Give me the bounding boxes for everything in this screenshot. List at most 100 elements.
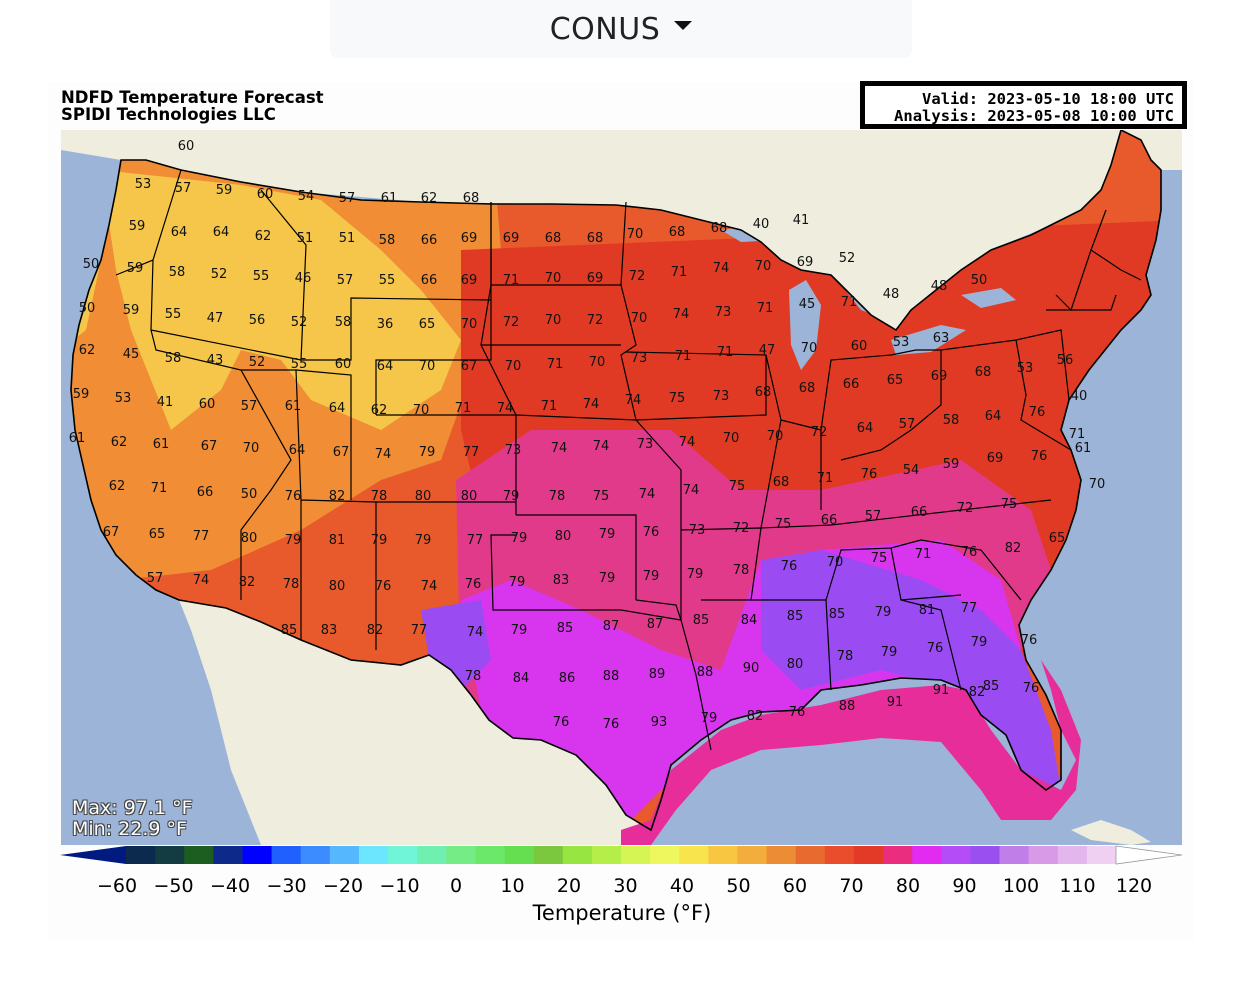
station-temp-label: 67 xyxy=(333,445,350,460)
station-temp-label: 70 xyxy=(827,555,844,570)
station-temp-label: 70 xyxy=(589,355,606,370)
station-temp-label: 78 xyxy=(837,649,854,664)
station-temp-label: 79 xyxy=(599,527,616,542)
region-dropdown[interactable]: CONUS xyxy=(330,0,912,58)
station-temp-label: 64 xyxy=(171,225,188,240)
station-temp-label: 82 xyxy=(329,489,346,504)
station-temp-label: 59 xyxy=(127,261,144,276)
station-temp-label: 71 xyxy=(455,401,472,416)
station-temp-label: 88 xyxy=(839,699,856,714)
station-temp-label: 71 xyxy=(915,547,932,562)
colorbar-swatch xyxy=(621,846,651,864)
colorbar-swatch xyxy=(242,846,273,864)
station-temp-label: 76 xyxy=(861,467,878,482)
station-temp-label: 50 xyxy=(241,487,258,502)
region-dropdown-label: CONUS xyxy=(549,11,661,47)
station-temp-label: 78 xyxy=(733,563,750,578)
station-temp-label: 50 xyxy=(79,301,96,316)
station-temp-label: 79 xyxy=(875,605,892,620)
station-temp-label: 67 xyxy=(103,525,120,540)
max-min-readout: Max: 97.1 °F Min: 22.9 °F xyxy=(72,798,193,840)
station-temp-label: 58 xyxy=(943,413,960,428)
station-temp-label: 74 xyxy=(625,393,642,408)
station-temp-label: 87 xyxy=(603,619,620,634)
station-temp-label: 80 xyxy=(787,657,804,672)
colorbar-swatch xyxy=(504,846,535,864)
station-temp-label: 67 xyxy=(201,439,218,454)
station-temp-label: 85 xyxy=(281,623,298,638)
station-temp-label: 70 xyxy=(545,313,562,328)
temperature-map[interactable]: 60 53 57 59 60 54 57 61 62 68 59 64 64 62 51 51 58 66 69 69… xyxy=(61,130,1182,845)
station-temp-label: 51 xyxy=(297,231,314,246)
station-temp-label: 77 xyxy=(411,623,428,638)
station-temp-label: 84 xyxy=(741,613,758,628)
station-temp-label: 93 xyxy=(651,715,668,730)
station-temp-label: 61 xyxy=(153,437,170,452)
station-temp-label: 71 xyxy=(671,265,688,280)
station-temp-label: 74 xyxy=(713,261,730,276)
station-temp-label: 77 xyxy=(961,601,978,616)
station-temp-label: 91 xyxy=(887,695,904,710)
station-temp-label: 71 xyxy=(675,349,692,364)
station-temp-label: 65 xyxy=(887,373,904,388)
station-temp-label: 59 xyxy=(216,183,233,198)
map-title-line1: NDFD Temperature Forecast xyxy=(61,88,324,107)
station-temp-label: 74 xyxy=(639,487,656,502)
colorbar-tick-label: 10 xyxy=(500,875,524,897)
colorbar-tick-label: 80 xyxy=(896,875,920,897)
colorbar-swatch xyxy=(766,846,797,864)
station-temp-label: 85 xyxy=(829,607,846,622)
station-temp-label: 87 xyxy=(647,617,664,632)
station-temp-label: 80 xyxy=(415,489,432,504)
station-temp-label: 61 xyxy=(1075,441,1092,456)
station-temp-label: 88 xyxy=(603,669,620,684)
station-temp-label: 73 xyxy=(715,305,732,320)
colorbar-swatch xyxy=(475,846,506,864)
station-temp-label: 70 xyxy=(243,441,260,456)
colorbar-tick-label: 120 xyxy=(1116,875,1152,897)
station-temp-label: 73 xyxy=(631,351,648,366)
colorbar-tick-label: −30 xyxy=(266,875,306,897)
station-temp-label: 79 xyxy=(509,575,526,590)
station-temp-label: 61 xyxy=(285,399,302,414)
station-temp-label: 71 xyxy=(757,301,774,316)
station-temp-label: 59 xyxy=(943,457,960,472)
station-temp-label: 55 xyxy=(291,357,308,372)
station-temp-label: 60 xyxy=(178,139,195,154)
station-temp-label: 76 xyxy=(465,577,482,592)
station-temp-label: 64 xyxy=(985,409,1002,424)
station-temp-label: 76 xyxy=(961,545,978,560)
station-temp-label: 80 xyxy=(241,531,258,546)
station-temp-label: 76 xyxy=(1023,681,1040,696)
canada-landmass xyxy=(61,130,1182,330)
station-temp-label: 57 xyxy=(865,509,882,524)
colorbar-tick-label: 0 xyxy=(450,875,462,897)
station-temp-label: 79 xyxy=(687,567,704,582)
station-temp-label: 52 xyxy=(249,355,266,370)
station-temp-label: 74 xyxy=(497,401,514,416)
station-temp-label: 60 xyxy=(199,397,216,412)
station-temp-label: 79 xyxy=(371,533,388,548)
colorbar-swatch xyxy=(388,846,418,864)
station-temp-label: 70 xyxy=(723,431,740,446)
station-temp-label: 74 xyxy=(673,307,690,322)
caribbean-island xyxy=(1071,820,1151,845)
colorbar-swatch xyxy=(358,846,389,864)
station-temp-label: 82 xyxy=(969,685,986,700)
station-temp-label: 72 xyxy=(587,313,604,328)
station-temp-label: 68 xyxy=(773,475,790,490)
station-temp-label: 57 xyxy=(337,273,354,288)
station-temp-label: 48 xyxy=(931,279,948,294)
station-temp-label: 71 xyxy=(547,357,564,372)
station-temp-label: 76 xyxy=(927,641,944,656)
station-temp-label: 69 xyxy=(587,271,604,286)
station-temp-label: 83 xyxy=(321,623,338,638)
station-temp-label: 70 xyxy=(505,359,522,374)
station-temp-label: 70 xyxy=(419,359,436,374)
station-temp-label: 72 xyxy=(733,521,750,536)
station-temp-label: 74 xyxy=(375,447,392,462)
colorbar-swatch xyxy=(271,846,302,864)
station-temp-label: 85 xyxy=(787,609,804,624)
station-temp-label: 62 xyxy=(79,343,96,358)
min-temp: Min: 22.9 °F xyxy=(72,818,187,840)
